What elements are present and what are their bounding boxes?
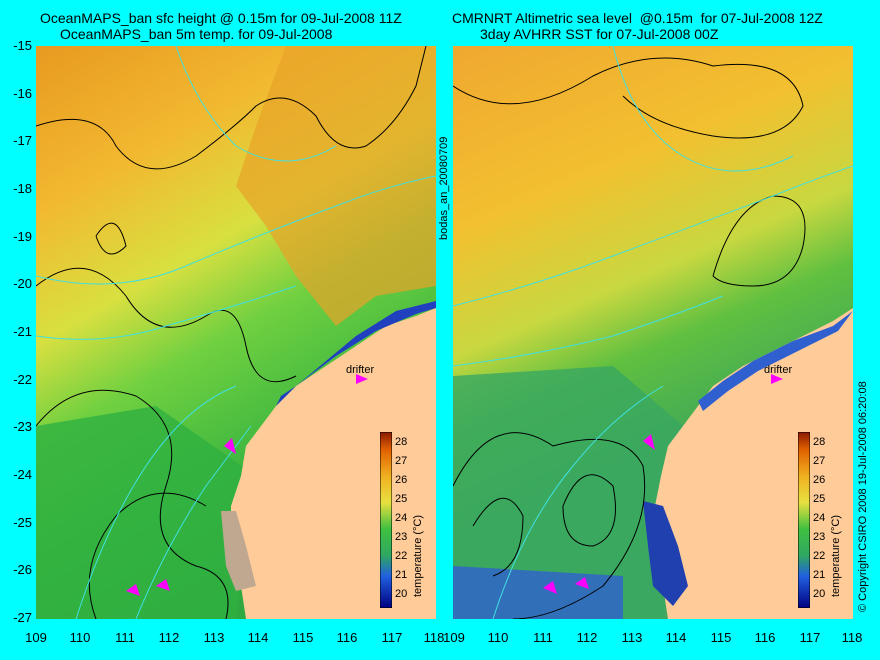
- lon-tick: 115: [292, 630, 314, 645]
- lon-tick: 118: [841, 630, 863, 645]
- drifter-marker: [224, 438, 236, 454]
- lon-tick: 110: [487, 630, 509, 645]
- lon-tick: 113: [621, 630, 643, 645]
- lon-tick: 114: [247, 630, 269, 645]
- lat-tick: -19: [13, 229, 32, 244]
- drifter-marker: [126, 584, 140, 596]
- drifter-marker: [771, 374, 783, 384]
- right-colorbar: [798, 432, 810, 608]
- lon-tick: 118: [423, 630, 445, 645]
- cb-tick: 27: [813, 455, 826, 467]
- cold-water-region: [453, 566, 623, 619]
- cb-tick: 27: [395, 455, 408, 467]
- shelf-cold-water: [698, 311, 853, 411]
- lat-tick: -18: [13, 181, 32, 196]
- lat-tick: -20: [13, 276, 32, 291]
- current-lines: [453, 46, 853, 619]
- left-map-svg: [36, 46, 436, 619]
- shark-bay-cold-water: [643, 501, 688, 606]
- drifter-marker: [356, 374, 368, 384]
- left-map-panel: [36, 46, 436, 619]
- lon-tick: 116: [754, 630, 776, 645]
- left-drifter-label: drifter: [346, 364, 375, 376]
- cool-water-region: [453, 366, 683, 619]
- run-id-label: bodas_an_20080709: [438, 136, 450, 240]
- lat-tick: -17: [13, 133, 32, 148]
- drifter-tracks: [126, 374, 368, 596]
- lat-tick: -15: [13, 38, 32, 53]
- left-title-line2: OceanMAPS_ban 5m temp. for 09-Jul-2008: [60, 26, 333, 42]
- cb-tick: 23: [395, 531, 408, 543]
- lon-tick: 112: [158, 630, 180, 645]
- lon-tick: 116: [336, 630, 358, 645]
- cb-tick: 23: [813, 531, 826, 543]
- cb-tick: 21: [395, 569, 408, 581]
- cb-tick: 26: [813, 474, 826, 486]
- right-title-line1: CMRNRT Altimetric sea level @0.15m for 0…: [452, 10, 823, 26]
- drifter-marker: [643, 434, 655, 450]
- drifter-marker: [575, 577, 589, 589]
- left-colorbar-label: temperature (°C): [412, 514, 424, 597]
- lat-tick: -21: [13, 324, 32, 339]
- lat-tick: -26: [13, 562, 32, 577]
- drifter-marker: [156, 579, 170, 591]
- cb-tick: 28: [395, 436, 408, 448]
- lon-tick: 115: [710, 630, 732, 645]
- warm-water-region: [236, 46, 436, 326]
- cb-tick: 24: [395, 512, 408, 524]
- lon-tick: 111: [533, 630, 553, 645]
- lon-tick: 111: [115, 630, 135, 645]
- lat-tick: -16: [13, 86, 32, 101]
- cb-tick: 21: [813, 569, 826, 581]
- right-map-svg: [453, 46, 853, 619]
- lat-tick: -27: [13, 610, 32, 625]
- lon-tick: 109: [25, 630, 47, 645]
- lon-tick: 117: [799, 630, 821, 645]
- cb-tick: 25: [395, 493, 408, 505]
- current-lines: [36, 46, 436, 619]
- drifter-tracks: [543, 374, 783, 594]
- shark-bay-shelf: [221, 511, 256, 591]
- sea-height-contours: [36, 46, 427, 619]
- lat-tick: -25: [13, 515, 32, 530]
- cb-tick: 25: [813, 493, 826, 505]
- sea-height-contours: [453, 57, 806, 619]
- cb-tick: 22: [395, 550, 408, 562]
- cb-tick: 26: [395, 474, 408, 486]
- cb-tick: 24: [813, 512, 826, 524]
- drifter-marker: [543, 581, 557, 594]
- lon-tick: 114: [665, 630, 687, 645]
- lon-tick: 113: [203, 630, 225, 645]
- cb-tick: 20: [395, 588, 408, 600]
- cb-tick: 22: [813, 550, 826, 562]
- lat-tick: -22: [13, 372, 32, 387]
- right-title-line2: 3day AVHRR SST for 07-Jul-2008 00Z: [480, 26, 719, 42]
- cb-tick: 28: [813, 436, 826, 448]
- shelf-cold-water: [276, 301, 436, 406]
- lon-tick: 110: [69, 630, 91, 645]
- cb-tick: 20: [813, 588, 826, 600]
- lon-tick: 112: [576, 630, 598, 645]
- left-colorbar: [380, 432, 392, 608]
- lat-tick: -24: [13, 467, 32, 482]
- lon-tick: 109: [443, 630, 465, 645]
- lon-tick: 117: [381, 630, 403, 645]
- right-map-panel: [453, 46, 853, 619]
- lat-tick: -23: [13, 419, 32, 434]
- copyright-label: © Copyright CSIRO 2008 19-Jul-2008 06:20…: [857, 381, 869, 612]
- right-colorbar-label: temperature (°C): [830, 514, 842, 597]
- left-title-line1: OceanMAPS_ban sfc height @ 0.15m for 09-…: [40, 10, 402, 26]
- right-drifter-label: drifter: [764, 364, 793, 376]
